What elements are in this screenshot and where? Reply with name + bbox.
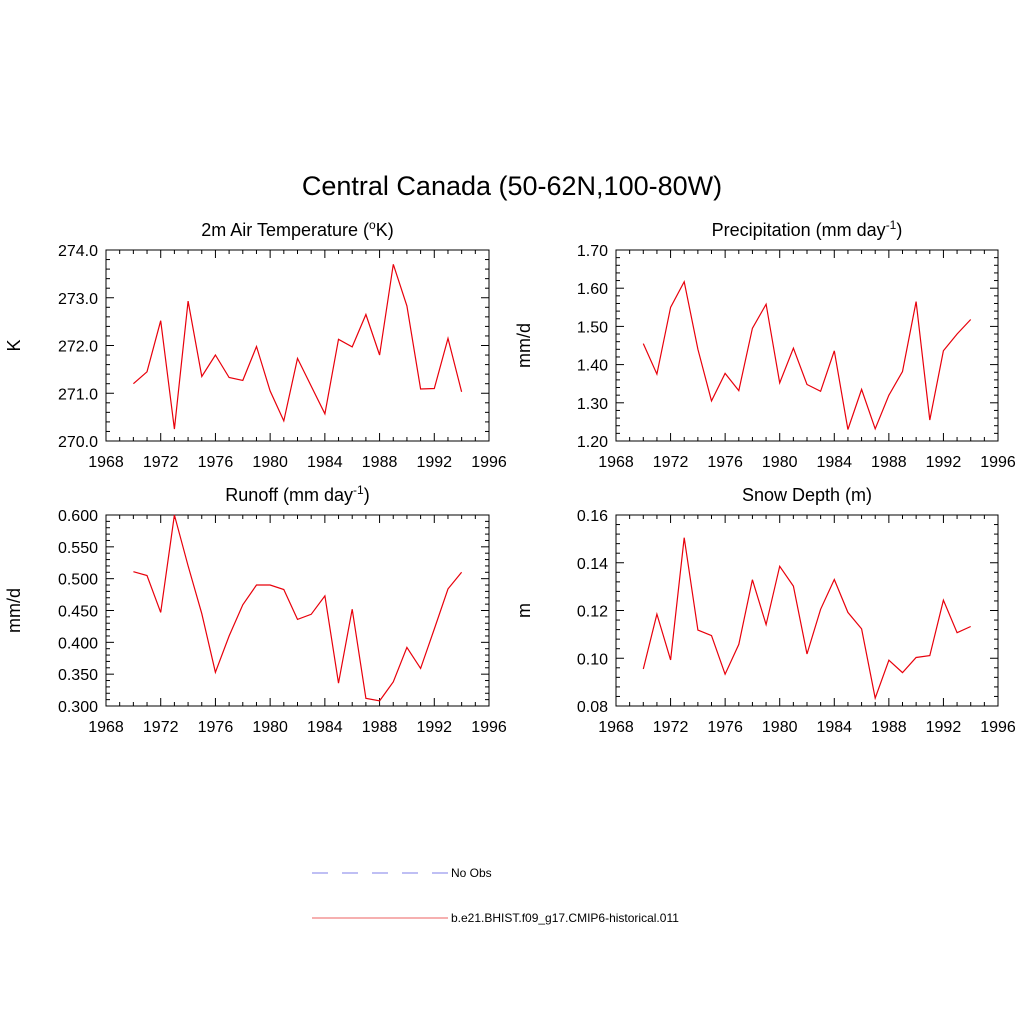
x-tick-label: 1996 bbox=[471, 454, 507, 471]
panel-title-main: Precipitation (mm day bbox=[712, 220, 886, 240]
y-axis-label: mm/d bbox=[514, 323, 534, 368]
y-tick-label: 0.550 bbox=[58, 540, 98, 557]
x-tick-label: 1968 bbox=[598, 719, 634, 736]
y-tick-label: 0.16 bbox=[577, 508, 608, 525]
x-tick-label: 1972 bbox=[653, 719, 689, 736]
y-tick-label: 0.12 bbox=[577, 604, 608, 621]
x-tick-label: 1968 bbox=[88, 719, 124, 736]
panel-title-sup: o bbox=[369, 218, 376, 232]
x-tick-label: 1976 bbox=[707, 719, 743, 736]
y-tick-label: 0.14 bbox=[577, 556, 608, 573]
x-tick-label: 1980 bbox=[252, 719, 288, 736]
plot-frame bbox=[615, 249, 999, 442]
x-tick-label: 1976 bbox=[707, 454, 743, 471]
y-axis-label: mm/d bbox=[4, 588, 24, 633]
x-tick-label: 1984 bbox=[816, 454, 852, 471]
plot-frame bbox=[105, 514, 490, 707]
x-tick-label: 1972 bbox=[143, 454, 179, 471]
x-tick-label: 1992 bbox=[926, 454, 962, 471]
panel-1: 1968 1972 1976 1980 1984 1988 1992 1996 270.0 271… bbox=[4, 218, 507, 471]
panel-title-main: Snow Depth (m) bbox=[742, 485, 872, 505]
x-tick-label: 1988 bbox=[362, 454, 398, 471]
y-axis-label: K bbox=[4, 339, 24, 351]
y-tick-label: 1.70 bbox=[577, 243, 608, 260]
panel-title-main: 2m Air Temperature ( bbox=[201, 220, 369, 240]
x-tick-label: 1996 bbox=[980, 454, 1016, 471]
y-tick-label: 1.30 bbox=[577, 396, 608, 413]
panel-title: Precipitation (mm day-1) bbox=[712, 218, 903, 240]
legend: No Obs b.e21.BHIST.f09_g17.CMIP6-histori… bbox=[312, 866, 679, 925]
x-tick-label: 1996 bbox=[471, 719, 507, 736]
y-tick-label: 0.600 bbox=[58, 508, 98, 525]
x-tick-label: 1992 bbox=[926, 719, 962, 736]
x-tick-label: 1972 bbox=[143, 719, 179, 736]
y-tick-label: 270.0 bbox=[58, 434, 98, 451]
legend-model-label: b.e21.BHIST.f09_g17.CMIP6-historical.011 bbox=[451, 911, 679, 925]
panel-title-sup: -1 bbox=[886, 218, 897, 232]
x-tick-label: 1976 bbox=[198, 454, 234, 471]
y-tick-label: 1.40 bbox=[577, 358, 608, 375]
panel-4: 1968 1972 1976 1980 1984 1988 1992 1996 0.08 0.10… bbox=[514, 485, 1016, 736]
x-tick-label: 1980 bbox=[252, 454, 288, 471]
series-line bbox=[642, 279, 972, 431]
y-tick-label: 0.500 bbox=[58, 572, 98, 589]
x-tick-label: 1968 bbox=[88, 454, 124, 471]
y-tick-label: 1.20 bbox=[577, 434, 608, 451]
y-tick-label: 0.450 bbox=[58, 604, 98, 621]
x-tick-label: 1976 bbox=[198, 719, 234, 736]
x-tick-label: 1988 bbox=[871, 719, 907, 736]
y-tick-label: 0.10 bbox=[577, 651, 608, 668]
x-tick-label: 1988 bbox=[362, 719, 398, 736]
x-tick-label: 1984 bbox=[307, 719, 343, 736]
x-tick-label: 1984 bbox=[307, 454, 343, 471]
panel-title: 2m Air Temperature (oK) bbox=[201, 218, 393, 240]
panel-title: Snow Depth (m) bbox=[742, 485, 872, 505]
panel-title-post: ) bbox=[896, 220, 902, 240]
panel-title-sup: -1 bbox=[353, 483, 364, 497]
figure-title: Central Canada (50-62N,100-80W) bbox=[302, 171, 722, 201]
y-tick-label: 1.60 bbox=[577, 281, 608, 298]
panel-title-main: Runoff (mm day bbox=[225, 485, 353, 505]
y-tick-label: 274.0 bbox=[58, 243, 98, 260]
x-tick-label: 1992 bbox=[416, 719, 452, 736]
x-tick-label: 1996 bbox=[980, 719, 1016, 736]
panels: 1968 1972 1976 1980 1984 1988 1992 1996 270.0 271… bbox=[4, 218, 1016, 736]
y-tick-label: 271.0 bbox=[58, 386, 98, 403]
y-tick-label: 0.400 bbox=[58, 635, 98, 652]
series-line bbox=[642, 537, 971, 701]
series-line bbox=[133, 264, 463, 430]
y-tick-label: 0.08 bbox=[577, 699, 608, 716]
panel-title-post: K) bbox=[376, 220, 394, 240]
panel-3: 1968 1972 1976 1980 1984 1988 1992 1996 0.300 0.3… bbox=[4, 483, 507, 736]
series-line bbox=[133, 514, 463, 702]
x-tick-label: 1980 bbox=[762, 454, 798, 471]
y-tick-label: 272.0 bbox=[58, 339, 98, 356]
panel-title-post: ) bbox=[364, 485, 370, 505]
y-tick-label: 0.300 bbox=[58, 699, 98, 716]
x-tick-label: 1972 bbox=[653, 454, 689, 471]
panel-2: 1968 1972 1976 1980 1984 1988 1992 1996 1.20 1.30… bbox=[514, 218, 1016, 471]
x-tick-label: 1992 bbox=[416, 454, 452, 471]
y-axis-label: m bbox=[514, 603, 534, 618]
panel-title: Runoff (mm day-1) bbox=[225, 483, 369, 505]
x-tick-label: 1968 bbox=[598, 454, 634, 471]
legend-obs-label: No Obs bbox=[451, 866, 492, 880]
x-tick-label: 1980 bbox=[762, 719, 798, 736]
x-tick-label: 1988 bbox=[871, 454, 907, 471]
y-tick-label: 273.0 bbox=[58, 291, 98, 308]
y-tick-label: 1.50 bbox=[577, 319, 608, 336]
y-tick-label: 0.350 bbox=[58, 667, 98, 684]
x-tick-label: 1984 bbox=[816, 719, 852, 736]
